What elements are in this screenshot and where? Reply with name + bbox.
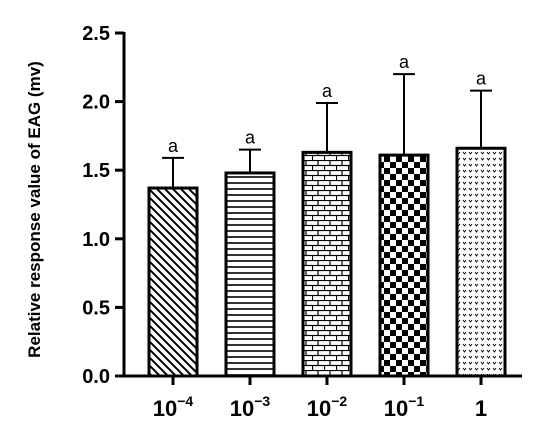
x-axis: 10−4 10−3 10−2 10−1 1 (122, 374, 522, 421)
y-axis: 0.0 0.5 1.0 1.5 2.0 2.5 (82, 23, 126, 388)
y-tick-label: 2.0 (82, 92, 110, 114)
y-tick-label: 0.5 (82, 297, 110, 319)
x-tick-label: 10−2 (307, 393, 348, 421)
y-axis-label: Relative response value of EAG (mv) (25, 61, 44, 358)
bar-group: a (147, 136, 199, 378)
y-tick-label: 1.0 (82, 229, 110, 251)
bar-group: a (301, 81, 353, 378)
bars: a a a a a (147, 52, 507, 378)
bar (224, 171, 276, 378)
bar (147, 186, 199, 378)
significance-label: a (322, 81, 333, 101)
significance-label: a (399, 52, 410, 72)
significance-label: a (168, 136, 179, 156)
significance-label: a (245, 128, 256, 148)
bar (378, 153, 430, 378)
bar-group: a (224, 128, 276, 378)
x-tick-label: 10−4 (153, 393, 194, 421)
bar (455, 146, 507, 378)
bar (301, 150, 353, 378)
x-tick-label: 10−1 (384, 393, 425, 421)
y-tick-label: 0.0 (82, 366, 110, 388)
y-tick-label: 1.5 (82, 160, 110, 182)
bar-group: a (378, 52, 430, 378)
y-tick-label: 2.5 (82, 23, 110, 45)
x-tick-label: 1 (475, 396, 487, 421)
significance-label: a (476, 69, 487, 89)
bar-group: a (455, 69, 507, 378)
x-tick-label: 10−3 (230, 393, 271, 421)
